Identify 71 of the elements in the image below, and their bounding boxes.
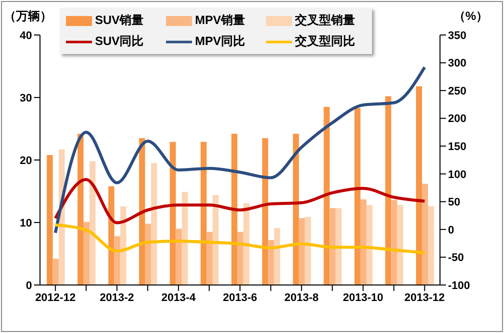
- bar: [108, 186, 114, 285]
- bar: [336, 208, 342, 285]
- bar: [324, 106, 330, 285]
- bar: [304, 216, 311, 285]
- bar: [176, 228, 182, 285]
- bar: [212, 195, 219, 285]
- x-tick-label: 2013-10: [342, 292, 384, 304]
- legend-label: MPV销量: [195, 12, 246, 29]
- x-tick-label: 2013-6: [222, 292, 258, 304]
- bar: [422, 184, 428, 285]
- bar: [416, 86, 422, 285]
- bar: [78, 134, 84, 285]
- bar: [170, 142, 176, 285]
- y2-tick-label: 350: [448, 30, 466, 42]
- bar: [262, 138, 268, 285]
- line-series: [54, 224, 426, 254]
- y2-axis-title: （%）: [453, 8, 488, 25]
- bar: [52, 258, 59, 285]
- y2-tick-label: 100: [448, 168, 466, 181]
- bar: [90, 161, 96, 285]
- y-tick-label: 0: [26, 280, 32, 292]
- bar: [120, 206, 126, 285]
- bar: [274, 228, 280, 285]
- bar: [46, 155, 53, 285]
- x-tick-label: 2012-12: [35, 292, 76, 304]
- y2-tick-label: -100: [448, 280, 470, 292]
- y-tick-label: 20: [20, 154, 32, 167]
- bar: [182, 192, 188, 285]
- legend-label: 交叉型销量: [295, 12, 355, 29]
- x-tick-label: 2013-2: [100, 292, 134, 304]
- bar: [428, 206, 434, 285]
- line-series: [54, 66, 426, 234]
- bar: [391, 200, 398, 285]
- bar: [237, 232, 244, 285]
- y-tick-label: 30: [20, 92, 32, 104]
- bar: [231, 134, 238, 285]
- x-tick-label: 2013-8: [284, 292, 319, 304]
- bar: [243, 203, 250, 285]
- y2-tick-label: 0: [448, 224, 454, 236]
- bar: [354, 108, 360, 285]
- bar: [139, 138, 146, 285]
- y-tick-label: 40: [20, 30, 32, 42]
- y2-tick-label: 50: [448, 196, 460, 209]
- legend-label: SUV同比: [95, 33, 144, 50]
- legend-label: MPV同比: [195, 33, 246, 50]
- x-tick-label: 2013-4: [161, 292, 196, 304]
- y-tick-label: 10: [20, 217, 32, 230]
- bar: [397, 205, 404, 285]
- x-tick-label: 2013-12: [404, 292, 445, 304]
- y-axis-title: （万辆）: [4, 8, 52, 25]
- bar: [145, 224, 152, 285]
- bar: [292, 134, 299, 285]
- bar: [84, 222, 90, 285]
- bar: [114, 236, 120, 285]
- bar: [385, 96, 392, 285]
- bar: [330, 208, 336, 285]
- bar: [366, 205, 372, 285]
- line-series: [54, 178, 426, 224]
- y2-tick-label: 200: [448, 113, 466, 126]
- legend-label: SUV销量: [95, 12, 144, 29]
- bar: [151, 163, 158, 285]
- bar: [360, 199, 366, 285]
- bar: [200, 142, 207, 285]
- y2-tick-label: 250: [448, 85, 466, 98]
- y2-tick-label: -50: [448, 252, 464, 264]
- bar: [298, 218, 305, 285]
- legend-label: 交叉型同比: [295, 33, 355, 50]
- bar: [268, 240, 274, 285]
- y2-tick-label: 300: [448, 58, 466, 70]
- bar: [206, 232, 213, 285]
- y2-tick-label: 150: [448, 141, 466, 154]
